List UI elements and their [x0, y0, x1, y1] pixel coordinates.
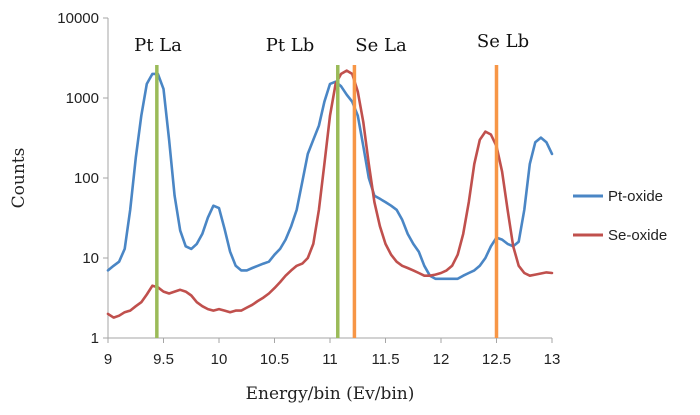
x-tick-label: 12.5	[482, 351, 511, 368]
x-tick-label: 11.5	[371, 351, 399, 368]
x-tick-label: 9.5	[153, 351, 174, 368]
peak-label-se-lb: Se Lb	[477, 31, 529, 52]
y-tick-label: 10000	[57, 10, 99, 27]
x-tick-label: 9	[104, 351, 112, 368]
y-axis-title: Counts	[9, 148, 29, 209]
x-axis-title: Energy/bin (Ev/bin)	[246, 384, 415, 404]
y-tick-label: 1	[91, 330, 99, 347]
legend-label-se-oxide: Se-oxide	[608, 227, 667, 244]
y-tick-label: 1000	[66, 90, 99, 107]
x-tick-label: 12	[433, 351, 450, 368]
x-tick-label: 13	[544, 351, 561, 368]
series-line-pt-oxide	[106, 72, 554, 281]
x-tick-label: 10	[211, 351, 228, 368]
series-line-se-oxide	[106, 69, 554, 319]
x-tick-label: 11	[322, 351, 338, 368]
peak-label-pt-lb: Pt Lb	[266, 35, 315, 56]
x-tick-label: 10.5	[260, 351, 289, 368]
y-tick-label: 10	[82, 250, 99, 267]
peak-label-pt-la: Pt La	[134, 35, 182, 56]
legend-label-pt-oxide: Pt-oxide	[608, 188, 663, 205]
peak-label-se-la: Se La	[355, 35, 407, 56]
plot-area: 1 10 100 1000 10000 9 9.5 10 10.5 11 11.5 12 12.5 13 P…	[57, 10, 667, 368]
y-tick-label: 100	[74, 170, 99, 187]
